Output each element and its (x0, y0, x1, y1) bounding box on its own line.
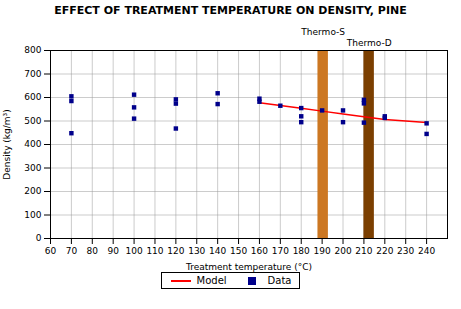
svg-text:230: 230 (397, 246, 414, 256)
html-text:Model: Model (196, 275, 227, 286)
svg-text:60: 60 (45, 246, 57, 256)
html-text:Data: Data (267, 275, 292, 286)
svg-text:80: 80 (87, 246, 99, 256)
svg-text:Treatment temperature (°C): Treatment temperature (°C) (185, 262, 312, 272)
svg-text:90: 90 (107, 246, 119, 256)
svg-text:70: 70 (66, 246, 78, 256)
svg-text:140: 140 (209, 246, 226, 256)
svg-text:600: 600 (24, 92, 41, 102)
svg-text:800: 800 (24, 45, 41, 55)
svg-text:0: 0 (36, 233, 42, 243)
svg-text:Thermo-D: Thermo-D (346, 38, 392, 48)
svg-text:700: 700 (24, 69, 41, 79)
svg-text:100: 100 (125, 246, 142, 256)
svg-text:160: 160 (251, 246, 268, 256)
svg-text:500: 500 (24, 116, 41, 126)
svg-text:110: 110 (146, 246, 163, 256)
svg-text:150: 150 (230, 246, 247, 256)
svg-text:190: 190 (314, 246, 331, 256)
svg-text:Density (kg/m³): Density (kg/m³) (2, 109, 12, 179)
svg-text:Thermo-S: Thermo-S (300, 27, 345, 37)
svg-text:300: 300 (24, 163, 41, 173)
svg-text:100: 100 (24, 210, 41, 220)
svg-text:120: 120 (167, 246, 184, 256)
svg-text:200: 200 (24, 186, 41, 196)
svg-text:180: 180 (293, 246, 310, 256)
svg-text:220: 220 (376, 246, 393, 256)
svg-text:400: 400 (24, 139, 41, 149)
svg-text:170: 170 (272, 246, 289, 256)
svg-text:200: 200 (334, 246, 351, 256)
svg-text:130: 130 (188, 246, 205, 256)
svg-text:240: 240 (418, 246, 435, 256)
svg-text:210: 210 (355, 246, 372, 256)
html-text:EFFECT OF TREATMENT TEMPERATUR: EFFECT OF TREATMENT TEMPERATURE ON DENSI… (54, 4, 407, 17)
